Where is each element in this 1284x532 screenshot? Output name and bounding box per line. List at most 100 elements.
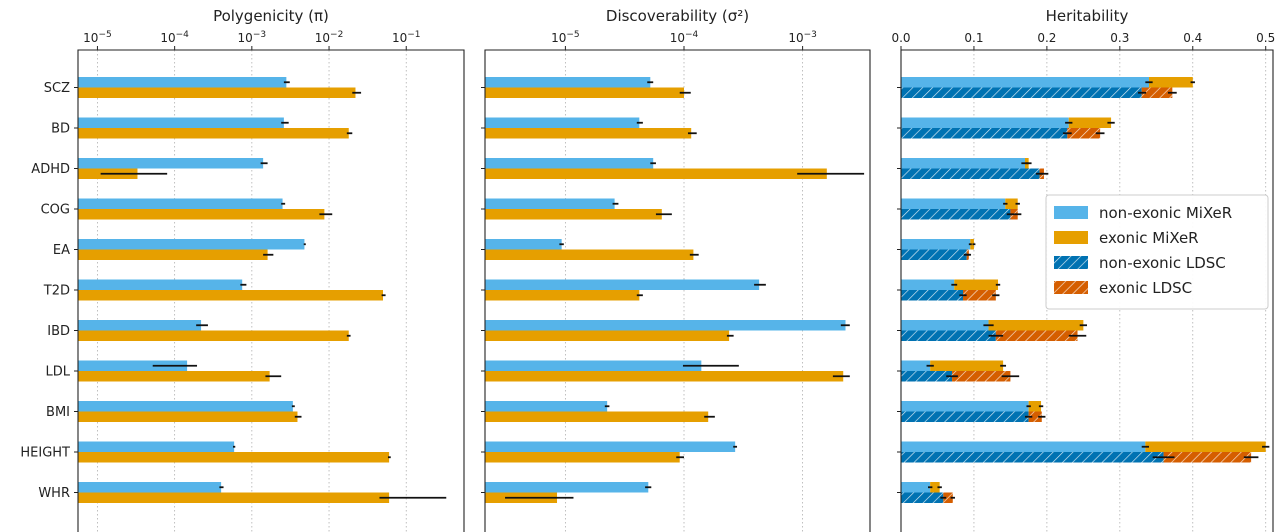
bar-exonic-MiXeR [78,249,268,260]
bar-hatch [901,249,967,260]
bar-exonic-MiXeR [485,249,694,260]
bar-exonic-MiXeR [78,492,390,503]
category-label: ADHD [31,162,70,177]
legend-swatch-hatch [1054,256,1088,269]
bar-hatch [901,492,944,503]
bar-non-exonic-MiXeR [901,441,1146,452]
category-label: BMI [46,405,70,420]
bar-hatch [1067,128,1101,139]
bar-non-exonic-MiXeR [485,117,640,128]
legend-label: exonic MiXeR [1099,229,1199,247]
axes-frame [484,49,871,532]
bar-non-exonic-MiXeR [78,441,235,452]
bar-hatch [1163,452,1252,463]
bar-non-exonic-MiXeR [485,441,736,452]
legend-label: exonic LDSC [1099,279,1192,297]
category-label: WHR [38,486,70,501]
bar-exonic-MiXeR [1005,198,1018,209]
legend-swatch [1054,231,1088,244]
bar-hatch [901,452,1164,463]
bar-exonic-MiXeR [78,452,390,463]
bar-non-exonic-MiXeR [901,482,931,493]
bar-non-exonic-MiXeR [78,77,287,88]
x-tick-label: 10−5 [551,30,580,45]
bar-exonic-MiXeR [78,290,384,301]
bar-exonic-MiXeR [485,452,680,463]
x-tick-label: 10−3 [238,30,267,45]
category-label: BD [51,122,70,137]
legend-swatch-hatch [1054,281,1088,294]
bar-exonic-MiXeR [485,209,662,220]
bar-exonic-MiXeR [485,371,844,382]
bar-exonic-MiXeR [1068,117,1112,128]
bar-non-exonic-MiXeR [78,401,293,412]
bar-hatch [995,330,1078,341]
bar-hatch [963,290,996,301]
bar-hatch [952,371,1011,382]
bar-non-exonic-MiXeR [901,239,971,250]
category-label: IBD [47,324,70,339]
bar-non-exonic-MiXeR [78,239,305,250]
x-tick-label: 0.3 [1110,31,1129,45]
bar-exonic-MiXeR [954,279,999,290]
legend-label: non-exonic MiXeR [1099,204,1232,222]
x-tick-label: 0.1 [964,31,983,45]
panel-1: 10−5 10−4 10−3 10−2 10−1 Polygenicity (π) SCZ B… [20,7,465,532]
bar-exonic-MiXeR [485,87,684,98]
bar-exonic-MiXeR [78,411,298,422]
category-label: EA [53,243,70,258]
panel-title: Discoverability (σ²) [606,7,749,25]
bar-non-exonic-MiXeR [485,77,651,88]
bar-non-exonic-MiXeR [485,279,760,290]
legend-box [1045,194,1269,310]
bar-exonic-MiXeR [970,239,974,250]
bar-hatch [901,209,1011,220]
bar-exonic-MiXeR [930,482,940,493]
bar-hatch [943,492,953,503]
bar-non-exonic-MiXeR [78,198,283,209]
bar-non-exonic-MiXeR [901,360,931,371]
bar-non-exonic-MiXeR [485,198,615,209]
bar-exonic-MiXeR [1145,441,1266,452]
bar-non-exonic-MiXeR [485,239,562,250]
bar-non-exonic-MiXeR [485,360,702,371]
x-tick-label: 0.0 [891,31,910,45]
bar-non-exonic-MiXeR [901,77,1149,88]
bar-exonic-MiXeR [78,209,325,220]
bar-hatch [901,290,963,301]
bar-non-exonic-MiXeR [901,279,955,290]
bar-non-exonic-MiXeR [78,482,222,493]
x-tick-label: 0.2 [1037,31,1056,45]
bar-non-exonic-MiXeR [485,401,608,412]
legend-label: non-exonic LDSC [1099,254,1226,272]
bar-exonic-MiXeR [930,360,1004,371]
bar-non-exonic-MiXeR [485,158,654,169]
category-label: LDL [46,365,71,380]
bar-exonic-MiXeR [485,330,730,341]
bar-exonic-MiXeR [78,87,356,98]
x-tick-label: 10−4 [160,30,189,45]
bar-exonic-MiXeR [485,128,692,139]
panel-3: 0.0 0.1 0.2 0.3 0.4 0.5 Heritability non-exonic… [891,7,1275,532]
legend: non-exonic MiXeR exonic MiXeR non-exonic L… [1045,194,1269,310]
bar-exonic-MiXeR [1149,77,1193,88]
panel-title: Polygenicity (π) [213,7,329,25]
bar-non-exonic-MiXeR [485,320,846,331]
bar-hatch [901,371,953,382]
axes-frame [77,49,465,532]
bar-hatch [1141,87,1173,98]
bar-non-exonic-MiXeR [485,482,649,493]
panel-title: Heritability [1046,7,1129,25]
category-label: HEIGHT [20,446,70,461]
panel-2: 10−5 10−4 10−3 Discoverability (σ²) [481,7,871,532]
bar-exonic-MiXeR [78,371,270,382]
bar-exonic-MiXeR [78,330,349,341]
x-tick-label: 10−5 [83,30,112,45]
x-tick-label: 0.4 [1183,31,1202,45]
category-label: T2D [43,284,70,299]
bar-non-exonic-MiXeR [901,158,1025,169]
bar-hatch [901,168,1040,179]
bar-exonic-MiXeR [1028,401,1042,412]
category-label: COG [41,203,70,218]
